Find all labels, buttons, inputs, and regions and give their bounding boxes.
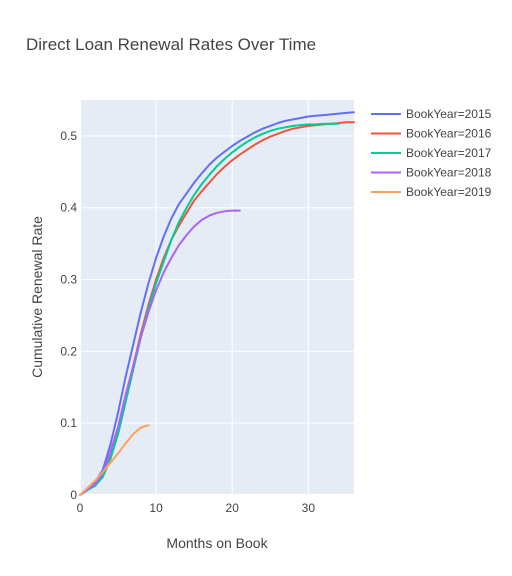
legend-label: BookYear=2015 bbox=[406, 107, 492, 121]
legend-item[interactable]: BookYear=2019 bbox=[371, 185, 492, 199]
y-tick-label: 0.3 bbox=[60, 273, 77, 287]
legend-label: BookYear=2018 bbox=[406, 166, 492, 180]
grid bbox=[79, 100, 354, 496]
legend-item[interactable]: BookYear=2016 bbox=[371, 127, 492, 141]
plot-area bbox=[80, 100, 354, 495]
y-axis-ticks: 0 0.1 0.2 0.3 0.4 0.5 bbox=[60, 129, 77, 502]
y-axis-title: Cumulative Renewal Rate bbox=[29, 216, 45, 378]
y-tick-label: 0.2 bbox=[60, 344, 77, 358]
series-line-0 bbox=[79, 111, 355, 496]
series-line-4 bbox=[79, 424, 150, 496]
legend-item[interactable]: BookYear=2015 bbox=[371, 107, 492, 121]
legend[interactable]: BookYear=2015 BookYear=2016 BookYear=2017 B… bbox=[371, 107, 492, 199]
legend-item[interactable]: BookYear=2017 bbox=[371, 146, 492, 160]
legend-label: BookYear=2016 bbox=[406, 127, 492, 141]
series-line-2 bbox=[79, 122, 340, 496]
x-axis-ticks: 0 10 20 30 bbox=[77, 501, 316, 515]
x-tick-label: 30 bbox=[302, 501, 316, 515]
x-axis-title: Months on Book bbox=[166, 535, 268, 551]
y-tick-label: 0.4 bbox=[60, 201, 77, 215]
series-layer bbox=[79, 111, 355, 496]
legend-label: BookYear=2017 bbox=[406, 146, 492, 160]
y-tick-label: 0.5 bbox=[60, 129, 77, 143]
x-tick-label: 20 bbox=[226, 501, 240, 515]
legend-label: BookYear=2019 bbox=[406, 185, 492, 199]
x-tick-label: 0 bbox=[77, 501, 84, 515]
series-line-3 bbox=[79, 209, 241, 496]
chart-title: Direct Loan Renewal Rates Over Time bbox=[26, 35, 316, 54]
y-tick-label: 0.1 bbox=[60, 416, 77, 430]
x-tick-label: 10 bbox=[149, 501, 163, 515]
y-tick-label: 0 bbox=[70, 488, 77, 502]
legend-item[interactable]: BookYear=2018 bbox=[371, 166, 492, 180]
